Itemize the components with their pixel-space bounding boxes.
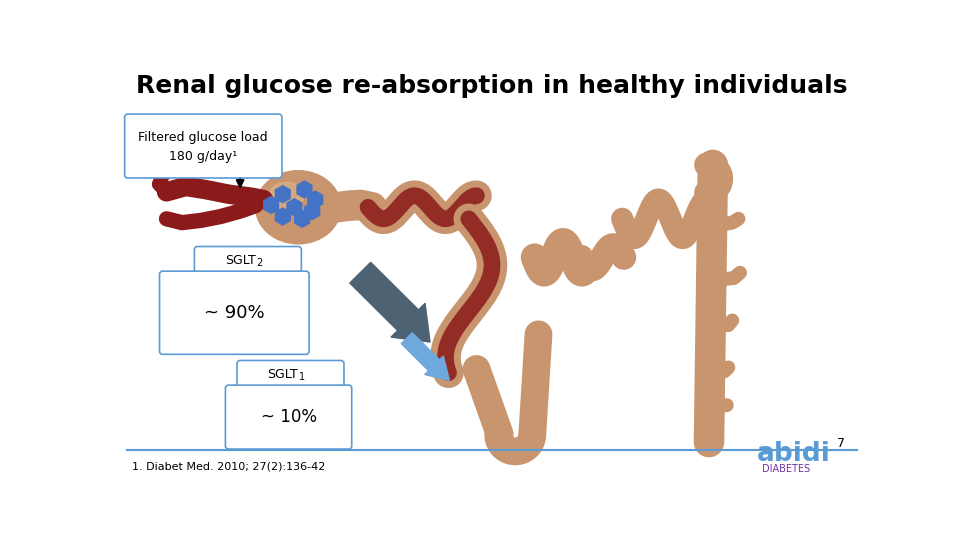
Text: SGLT: SGLT bbox=[268, 368, 299, 381]
Text: Filtered glucose load: Filtered glucose load bbox=[138, 131, 268, 144]
FancyBboxPatch shape bbox=[237, 361, 344, 388]
Text: ~ 10%: ~ 10% bbox=[260, 408, 317, 426]
Text: Renal glucose re-absorption in healthy individuals: Renal glucose re-absorption in healthy i… bbox=[136, 75, 848, 98]
FancyBboxPatch shape bbox=[194, 247, 301, 274]
Ellipse shape bbox=[269, 182, 304, 209]
FancyBboxPatch shape bbox=[159, 271, 309, 354]
FancyArrow shape bbox=[401, 333, 449, 381]
Text: DIABETES: DIABETES bbox=[762, 464, 810, 474]
Text: SGLT: SGLT bbox=[225, 254, 255, 267]
Text: 7: 7 bbox=[837, 437, 845, 450]
Text: ~ 90%: ~ 90% bbox=[204, 303, 265, 322]
Text: 180 g/day¹: 180 g/day¹ bbox=[169, 150, 237, 163]
Text: 1: 1 bbox=[300, 372, 305, 382]
Text: abidi: abidi bbox=[757, 441, 831, 467]
Text: 1. Diabet Med. 2010; 27(2):136-42: 1. Diabet Med. 2010; 27(2):136-42 bbox=[132, 462, 325, 472]
Text: 2: 2 bbox=[256, 258, 263, 268]
FancyBboxPatch shape bbox=[125, 114, 282, 178]
Ellipse shape bbox=[255, 171, 341, 244]
FancyBboxPatch shape bbox=[226, 385, 351, 449]
FancyArrow shape bbox=[349, 262, 430, 342]
